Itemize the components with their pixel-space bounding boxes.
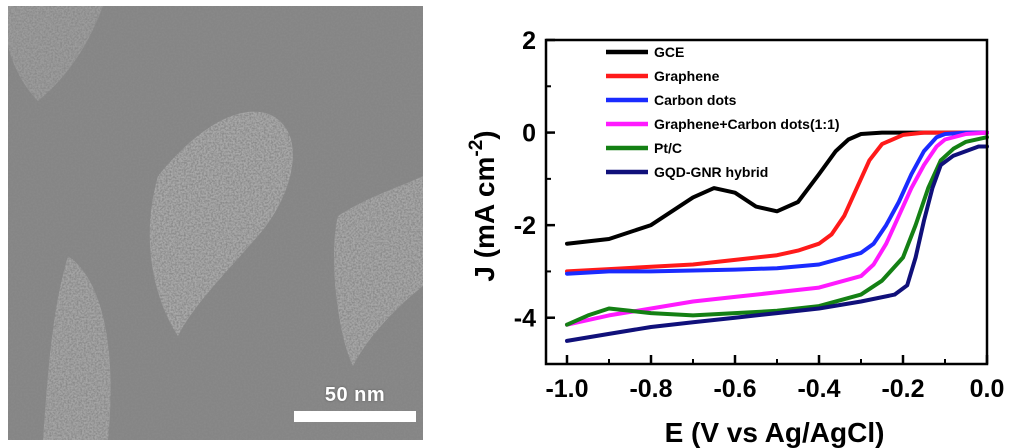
legend-label: Graphene+Carbon dots(1:1) — [654, 116, 840, 132]
x-axis-ticks: -1.0 -0.8 -0.6 -0.4 -0.2 0.0 — [545, 355, 1004, 403]
legend: GCE Graphene Carbon dots Graphene+Carbon do… — [606, 44, 840, 180]
scale-bar: 50 nm — [292, 384, 418, 428]
series-line — [565, 130, 989, 274]
tem-image-panel: 50 nm — [8, 6, 423, 440]
plot-frame — [544, 38, 989, 366]
series-line — [565, 130, 989, 246]
x-tick-label: 0.0 — [970, 375, 1005, 403]
legend-label: Pt/C — [654, 140, 682, 156]
legend-label: Carbon dots — [654, 92, 737, 108]
x-axis-label: E (V vs Ag/AgCl) — [665, 417, 885, 448]
x-tick-label: -0.8 — [629, 375, 672, 403]
y-axis-label-superscript: -2 — [466, 140, 487, 157]
legend-label: GCE — [654, 44, 684, 60]
chart-panel: -1.0 -0.8 -0.6 -0.4 -0.2 0.0 -4 -2 0 2 GCE Graphe… — [438, 0, 1013, 448]
plot-lines — [565, 130, 989, 343]
series-line — [565, 144, 989, 343]
series-line — [565, 130, 989, 327]
y-tick-label: 2 — [522, 27, 536, 55]
y-tick-label: 0 — [522, 120, 536, 148]
y-tick-label: -2 — [514, 212, 536, 240]
legend-label: GQD-GNR hybrid — [654, 164, 768, 180]
x-tick-label: -0.6 — [713, 375, 756, 403]
scale-bar-line — [294, 411, 416, 422]
scale-bar-label: 50 nm — [324, 384, 386, 406]
tem-micrograph — [8, 6, 423, 440]
y-tick-label: -4 — [514, 305, 536, 333]
lsv-chart: -1.0 -0.8 -0.6 -0.4 -0.2 0.0 -4 -2 0 2 GCE Graphe… — [466, 27, 1004, 448]
x-tick-label: -1.0 — [545, 375, 588, 403]
series-line — [565, 130, 989, 276]
y-axis-label-close: ) — [469, 130, 500, 139]
x-tick-label: -0.4 — [797, 375, 840, 403]
y-axis-ticks: -4 -2 0 2 — [514, 27, 555, 365]
y-axis-label: J (mA cm-2) — [466, 130, 500, 281]
y-axis-label-main: J (mA cm — [469, 157, 500, 282]
series-line — [565, 135, 989, 327]
legend-label: Graphene — [654, 68, 720, 84]
x-tick-label: -0.2 — [881, 375, 924, 403]
